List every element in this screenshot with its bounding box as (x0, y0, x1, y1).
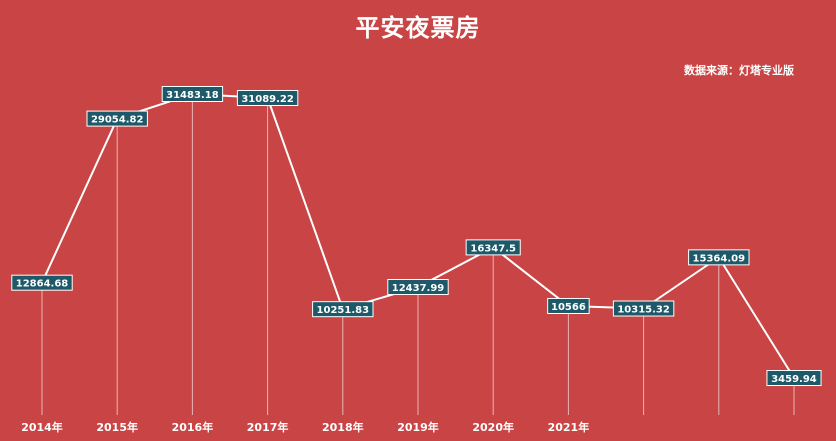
data-label-text: 10566 (551, 302, 586, 313)
data-label-box (312, 301, 374, 318)
data-label-box (161, 86, 224, 102)
data-label-text: 10251.83 (317, 305, 370, 316)
data-label-text: 12437.99 (392, 283, 445, 294)
data-label: 29054.82 (86, 110, 148, 127)
x-tick-label: 2015年 (96, 420, 138, 434)
data-label: 10566 (547, 297, 590, 314)
x-tick-label: 2016年 (172, 420, 214, 434)
data-label-box (236, 89, 299, 106)
data-label-text: 15364.09 (693, 253, 746, 264)
data-label-text: 16347.5 (470, 243, 516, 254)
data-label: 31089.22 (236, 89, 299, 106)
data-label-box (688, 249, 750, 266)
x-axis-ticks: 2014年 2015年 2016年 2017年 2018年 2019年 2020年 2021年 (21, 420, 589, 434)
data-label-text: 10315.32 (617, 305, 670, 316)
x-tick-label: 2020年 (472, 420, 514, 434)
data-label-box (387, 279, 449, 296)
data-label-text: 3459.94 (771, 374, 817, 385)
data-label: 31483.18 (161, 86, 224, 102)
data-label-text: 31089.22 (241, 94, 294, 105)
data-label: 3459.94 (766, 370, 822, 386)
chart-title: 平安夜票房 (355, 14, 481, 42)
x-tick-label: 2018年 (322, 420, 364, 434)
data-label: 15364.09 (688, 249, 750, 266)
data-label-box (86, 110, 148, 127)
data-label-text: 12864.68 (16, 279, 69, 290)
data-label-box (11, 274, 73, 291)
source-note: 数据来源：灯塔专业版 (684, 64, 794, 77)
data-label-box (612, 300, 675, 317)
data-label-box (766, 370, 822, 386)
data-label-box (465, 239, 521, 256)
drop-lines (41, 94, 795, 415)
data-label: 10315.32 (612, 300, 675, 317)
x-tick-label: 2019年 (397, 420, 439, 434)
data-label-box (547, 297, 590, 314)
data-label: 12437.99 (387, 279, 449, 296)
data-label-text: 31483.18 (166, 90, 219, 101)
data-label-text: 29054.82 (91, 115, 144, 126)
x-tick-label: 2021年 (548, 420, 590, 434)
data-label: 12864.68 (11, 274, 73, 291)
x-tick-label: 2017年 (247, 420, 289, 434)
data-label: 16347.5 (465, 239, 521, 256)
data-labels: 12864.68 29054.82 31483.18 31089.22 10251.83… (11, 86, 822, 386)
data-label: 10251.83 (312, 301, 374, 318)
x-tick-label: 2014年 (21, 420, 63, 434)
